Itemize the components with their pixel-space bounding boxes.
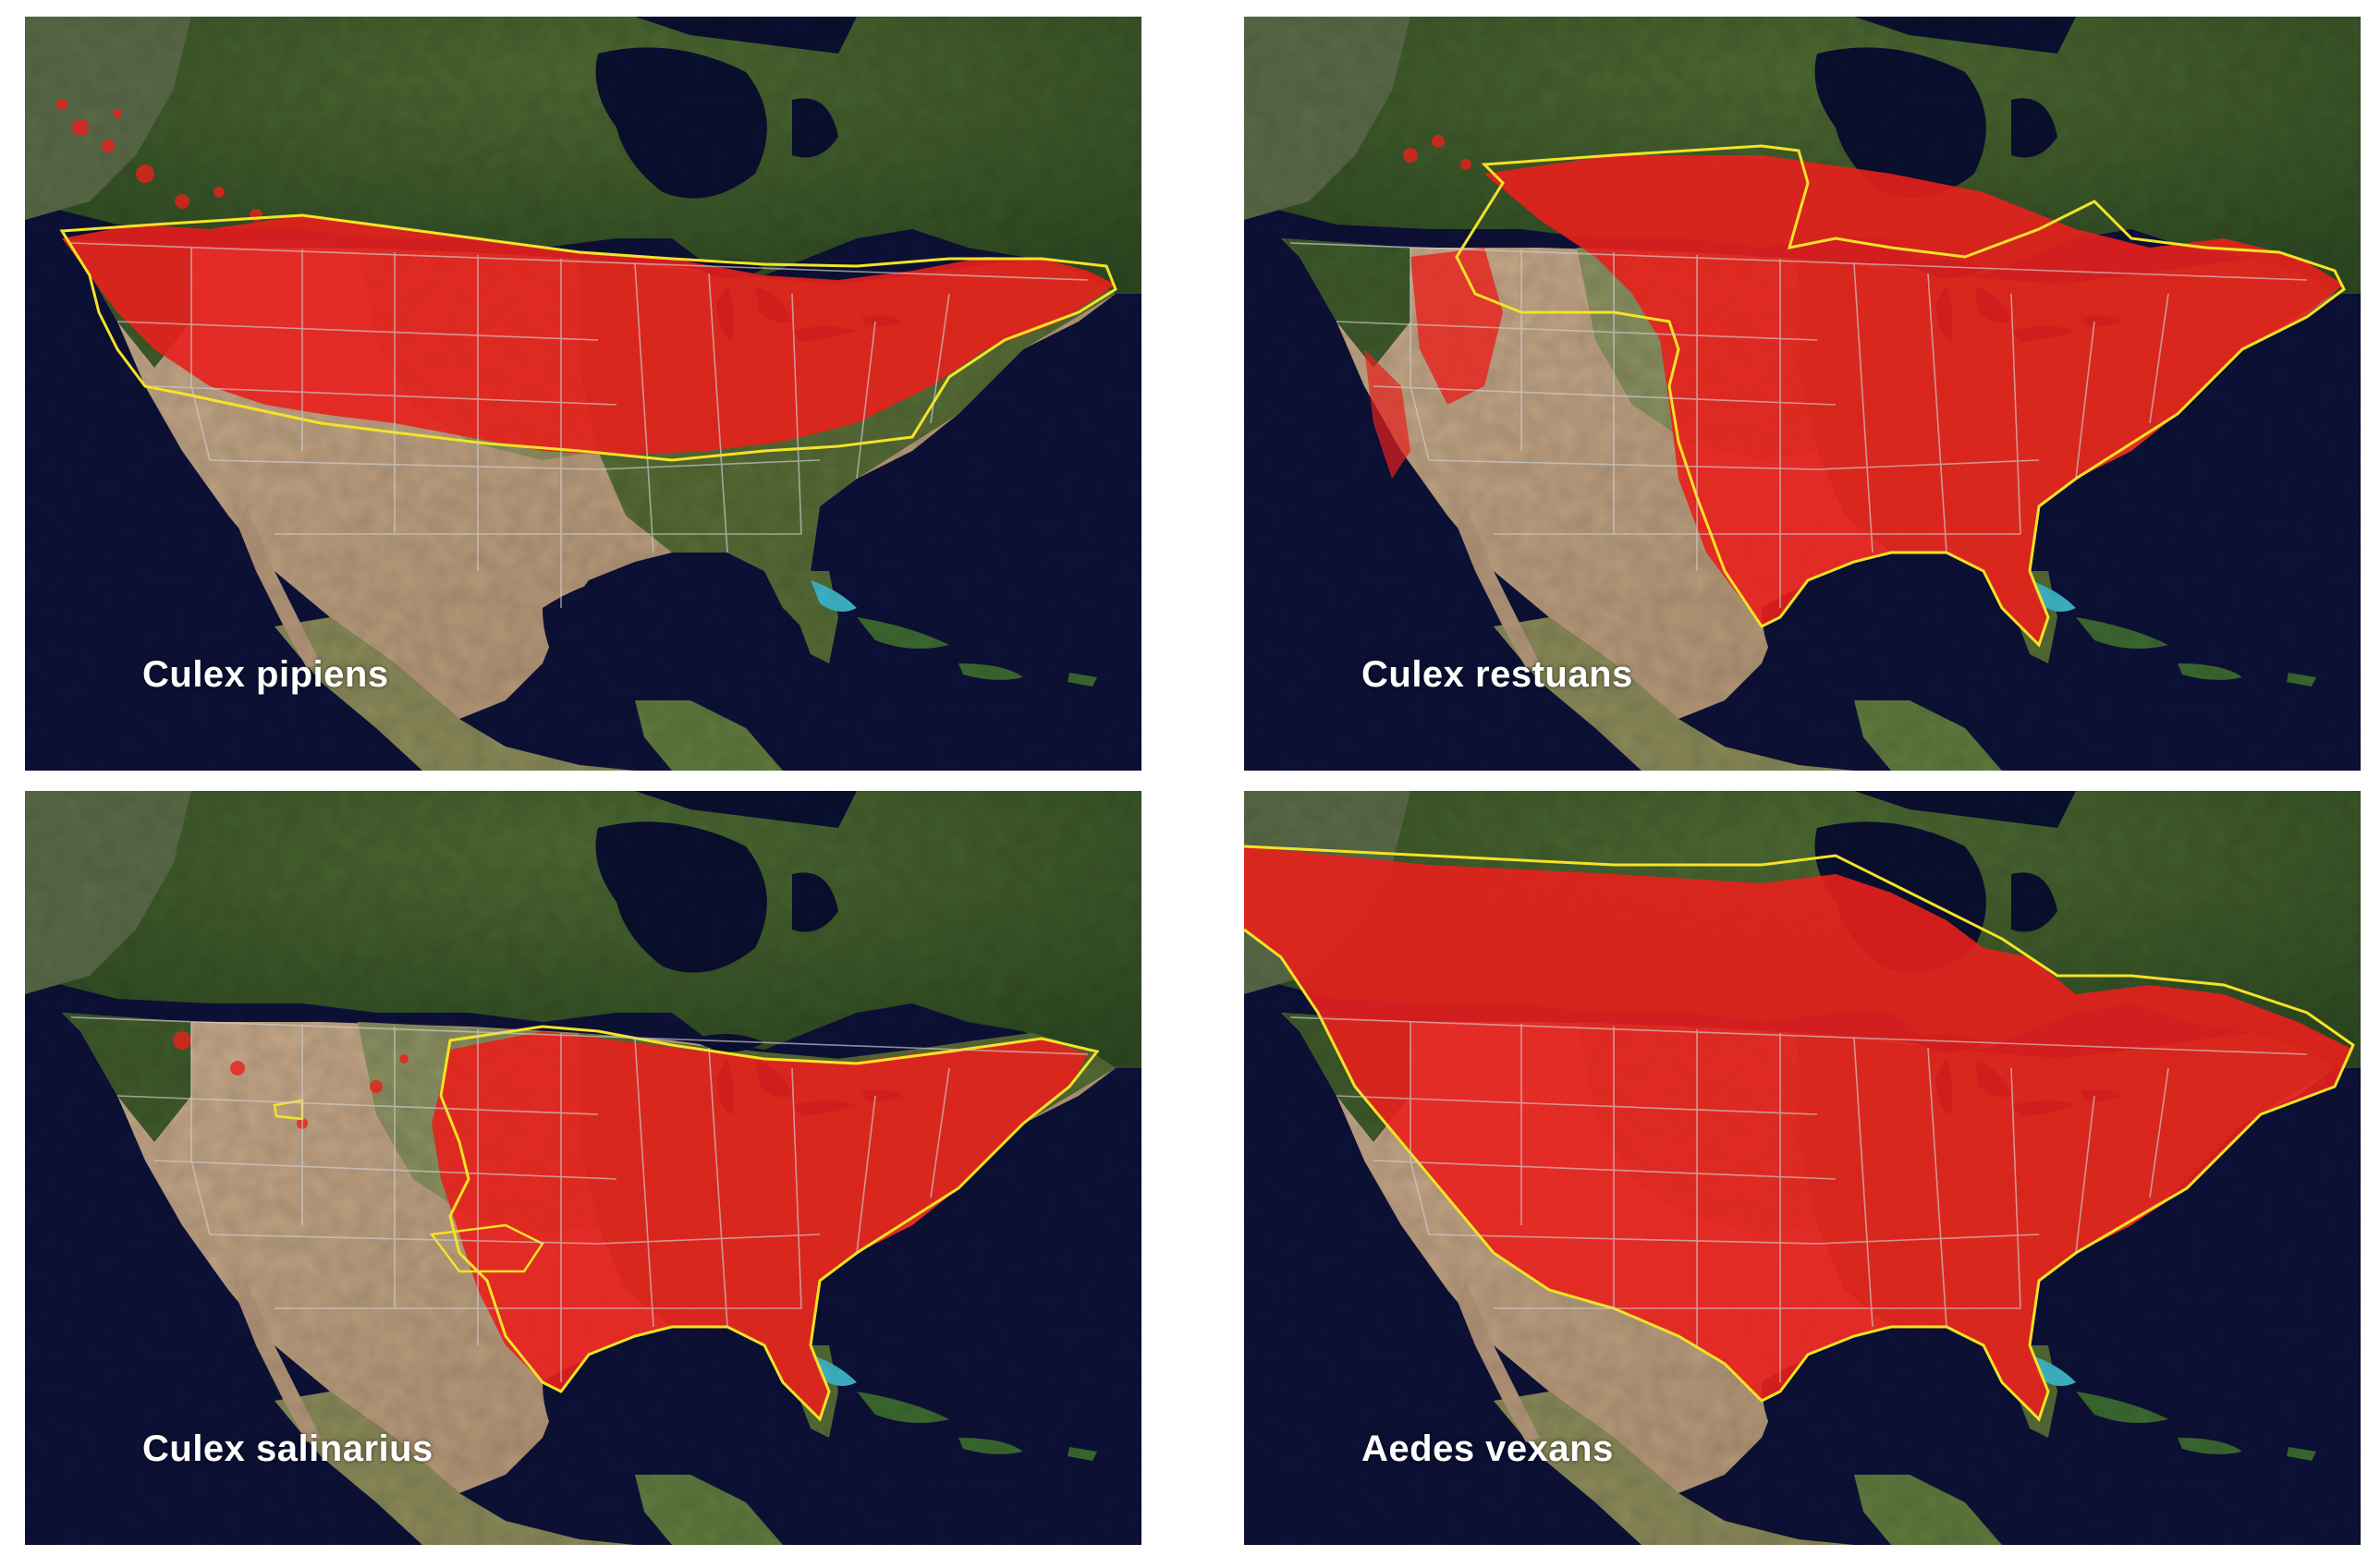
distribution-map <box>25 791 1141 1545</box>
species-label: Culex pipiens <box>142 654 389 695</box>
map-panel-culex-salinarius: Culex salinarius <box>25 791 1141 1545</box>
map-panel-culex-restuans: Culex restuans <box>1244 17 2361 771</box>
distribution-map <box>25 17 1141 771</box>
distribution-map <box>1244 17 2361 771</box>
species-label: Culex salinarius <box>142 1428 433 1469</box>
map-panel-culex-pipiens: Culex pipiens <box>25 17 1141 771</box>
map-panel-aedes-vexans: Aedes vexans <box>1244 791 2361 1545</box>
species-label: Culex restuans <box>1361 654 1633 695</box>
distribution-map <box>1244 791 2361 1545</box>
species-label: Aedes vexans <box>1361 1428 1614 1469</box>
